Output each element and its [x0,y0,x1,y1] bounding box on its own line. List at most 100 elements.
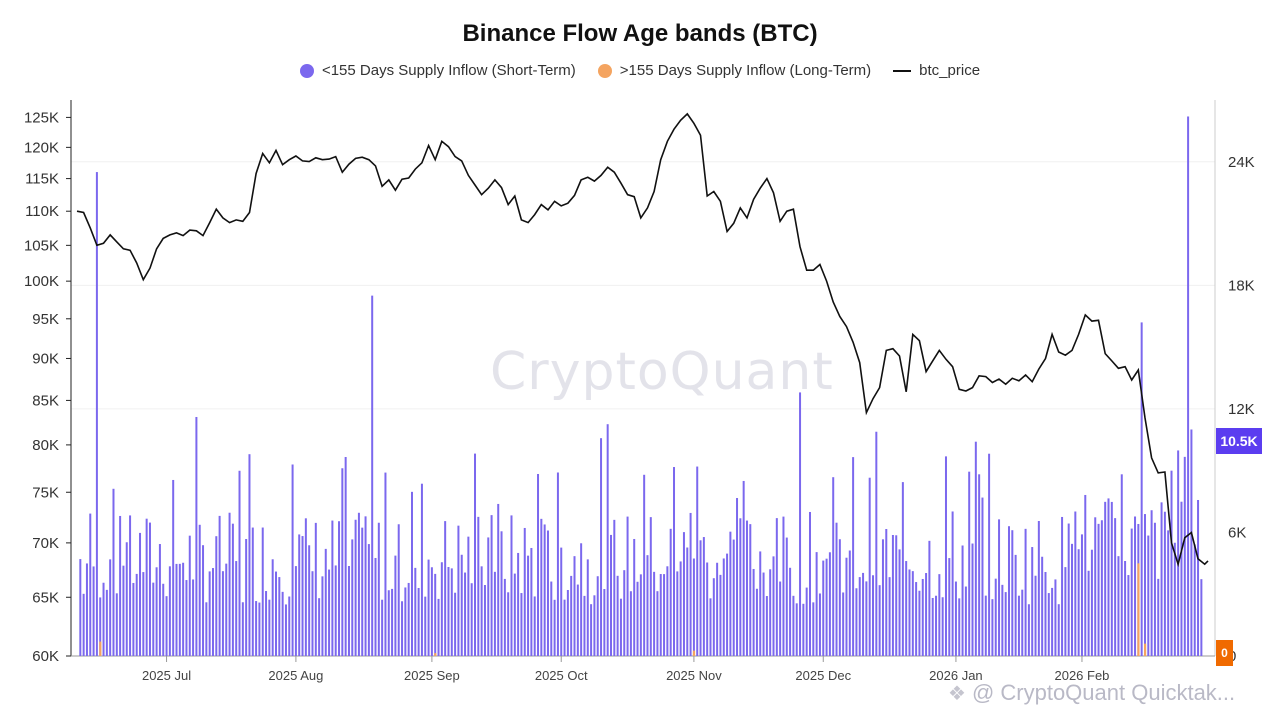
short-term-bar [1190,429,1193,656]
short-term-bar [553,599,556,656]
short-term-bar [954,581,957,656]
short-term-bar [848,550,851,656]
short-term-bar [255,601,258,656]
short-term-bar [858,577,861,656]
short-term-bar [152,582,155,656]
short-term-bar [497,503,500,656]
short-term-bar [391,588,394,656]
short-term-bar [792,595,795,656]
left-tick-label: 85K [32,392,59,409]
short-term-bar [258,602,261,656]
short-term-bar [716,562,719,656]
short-term-bar [696,466,699,656]
short-term-bar [1074,511,1077,656]
short-term-bar [835,522,838,656]
short-term-bar [387,590,390,656]
short-term-bar [722,558,725,656]
x-tick-label: 2025 Sep [404,668,460,683]
short-term-bar [182,562,185,656]
short-term-bar [1110,501,1113,656]
short-term-bar [245,538,248,656]
short-term-bar [1077,549,1080,656]
right-tick-label: 6K [1228,524,1246,541]
short-term-bar [951,511,954,656]
short-term-bar [195,416,198,656]
short-term-bar [298,534,301,656]
short-term-bar [656,591,659,656]
short-term-bar [301,536,304,656]
short-term-bar [606,424,609,656]
short-term-bar [984,595,987,656]
short-term-bar [1037,521,1040,656]
short-term-bar [981,497,984,656]
short-term-bar [1193,544,1196,656]
short-term-bar [881,539,884,656]
short-term-bar [92,566,95,656]
short-term-bar [968,471,971,656]
short-term-bar [583,595,586,656]
short-term-bar [198,524,201,656]
short-term-bar [563,599,566,656]
short-term-bar [699,540,702,656]
last-value-badge-long-term: 0 [1216,640,1233,666]
short-term-bar [1117,556,1120,656]
short-term-bar [918,590,921,656]
short-term-bar [639,574,642,656]
short-term-bar [596,576,599,656]
short-term-bar [941,597,944,656]
legend-line-btc-price [893,69,912,72]
short-term-bar [1153,522,1156,656]
short-term-bar [560,547,563,656]
legend-item-short-term[interactable]: <155 Days Supply Inflow (Short-Term) [299,62,576,79]
short-term-bar [135,573,138,656]
short-term-bar [1064,567,1067,656]
short-term-bar [341,468,344,656]
short-term-bar [815,552,818,656]
x-tick-label: 2025 Oct [535,668,588,683]
short-term-bar [1150,510,1153,656]
short-term-bar [712,578,715,656]
legend-item-btc-price[interactable]: btc_price [893,62,980,79]
short-term-bar [1124,560,1127,656]
short-term-bar [762,572,765,656]
short-term-bar [872,575,875,656]
short-term-bar [825,558,828,656]
short-term-bar [1170,470,1173,656]
short-term-bar [633,538,636,656]
short-term-bar [736,498,739,656]
short-term-bar [994,578,997,656]
short-term-bar [215,536,218,656]
short-term-bar [546,530,549,656]
short-term-bar [500,531,503,656]
short-term-bar [629,591,632,656]
short-term-bar [888,577,891,656]
short-term-bar [1104,501,1107,656]
watermark: CryptoQuant [490,342,834,402]
short-term-bar [802,603,805,656]
short-term-bar [132,582,135,656]
short-term-bar [265,591,268,656]
short-term-bar [885,529,888,656]
short-term-bar [241,602,244,656]
long-term-bar [692,650,696,656]
short-term-bar [779,581,782,656]
short-term-bar [1147,535,1150,656]
short-term-bar [410,491,413,656]
short-term-bar [616,575,619,656]
short-term-bar [119,515,122,656]
short-term-bar [669,528,672,656]
short-term-bar [842,592,845,656]
short-term-bar [1057,604,1060,656]
short-term-bar [1027,604,1030,656]
short-term-bar [609,534,612,656]
short-term-bar [470,583,473,656]
short-term-bar [178,563,181,656]
legend-item-long-term[interactable]: >155 Days Supply Inflow (Long-Term) [597,62,871,79]
short-term-bar [1097,523,1100,656]
short-term-bar [915,582,918,656]
short-term-bar [1024,528,1027,656]
short-term-bar [510,515,513,656]
short-term-bar [1051,587,1054,656]
x-tick-label: 2025 Nov [666,668,722,683]
short-term-bar [1087,570,1090,656]
